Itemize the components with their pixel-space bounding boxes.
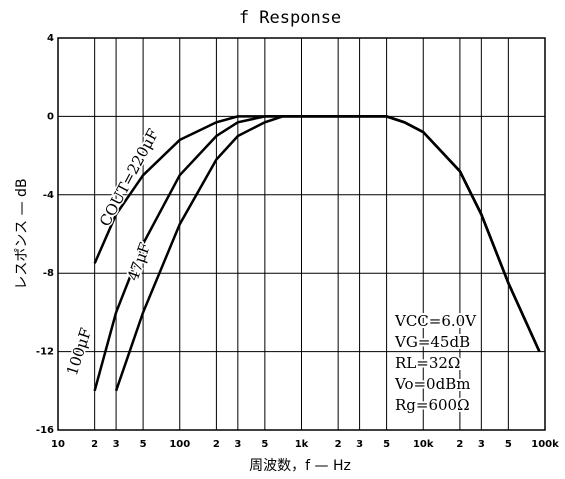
x-tick-label: 1k — [295, 439, 309, 450]
x-tick-label: 3 — [356, 439, 363, 450]
y-tick-label: 4 — [47, 33, 54, 44]
x-axis-label: 周波数，f — Hz — [249, 458, 351, 474]
x-tick-label: 5 — [261, 439, 268, 450]
x-tick-label: 3 — [478, 439, 485, 450]
x-tick-label: 100 — [169, 439, 190, 450]
y-tick-label: 0 — [47, 111, 54, 122]
x-tick-label: 2 — [91, 439, 98, 450]
x-tick-label: 2 — [456, 439, 463, 450]
x-tick-label: 5 — [505, 439, 512, 450]
line-series — [114, 115, 541, 392]
x-tick-label: 5 — [383, 439, 390, 450]
y-tick-label: -12 — [36, 347, 54, 358]
chart-title: f Response — [239, 8, 341, 28]
x-tick-label: 100k — [531, 439, 559, 450]
x-tick-label: 5 — [140, 439, 147, 450]
condition-text: RL=32Ω — [395, 354, 460, 372]
condition-text: Vo=0dBm — [394, 375, 470, 393]
y-tick-label: -16 — [36, 425, 54, 436]
x-tick-label: 3 — [113, 439, 120, 450]
condition-text: VCC=6.0V — [394, 312, 477, 330]
x-tick-label: 10 — [51, 439, 65, 450]
y-tick-label: -8 — [43, 268, 54, 279]
x-tick-label: 2 — [213, 439, 220, 450]
condition-text: Rg=600Ω — [395, 396, 470, 414]
x-tick-label: 2 — [335, 439, 342, 450]
x-tick-label: 3 — [234, 439, 241, 450]
y-axis-label: レスポンス — dB — [14, 178, 30, 289]
x-tick-label: 10k — [413, 439, 434, 450]
y-tick-label: -4 — [43, 190, 54, 201]
condition-text: VG=45dB — [394, 333, 470, 351]
